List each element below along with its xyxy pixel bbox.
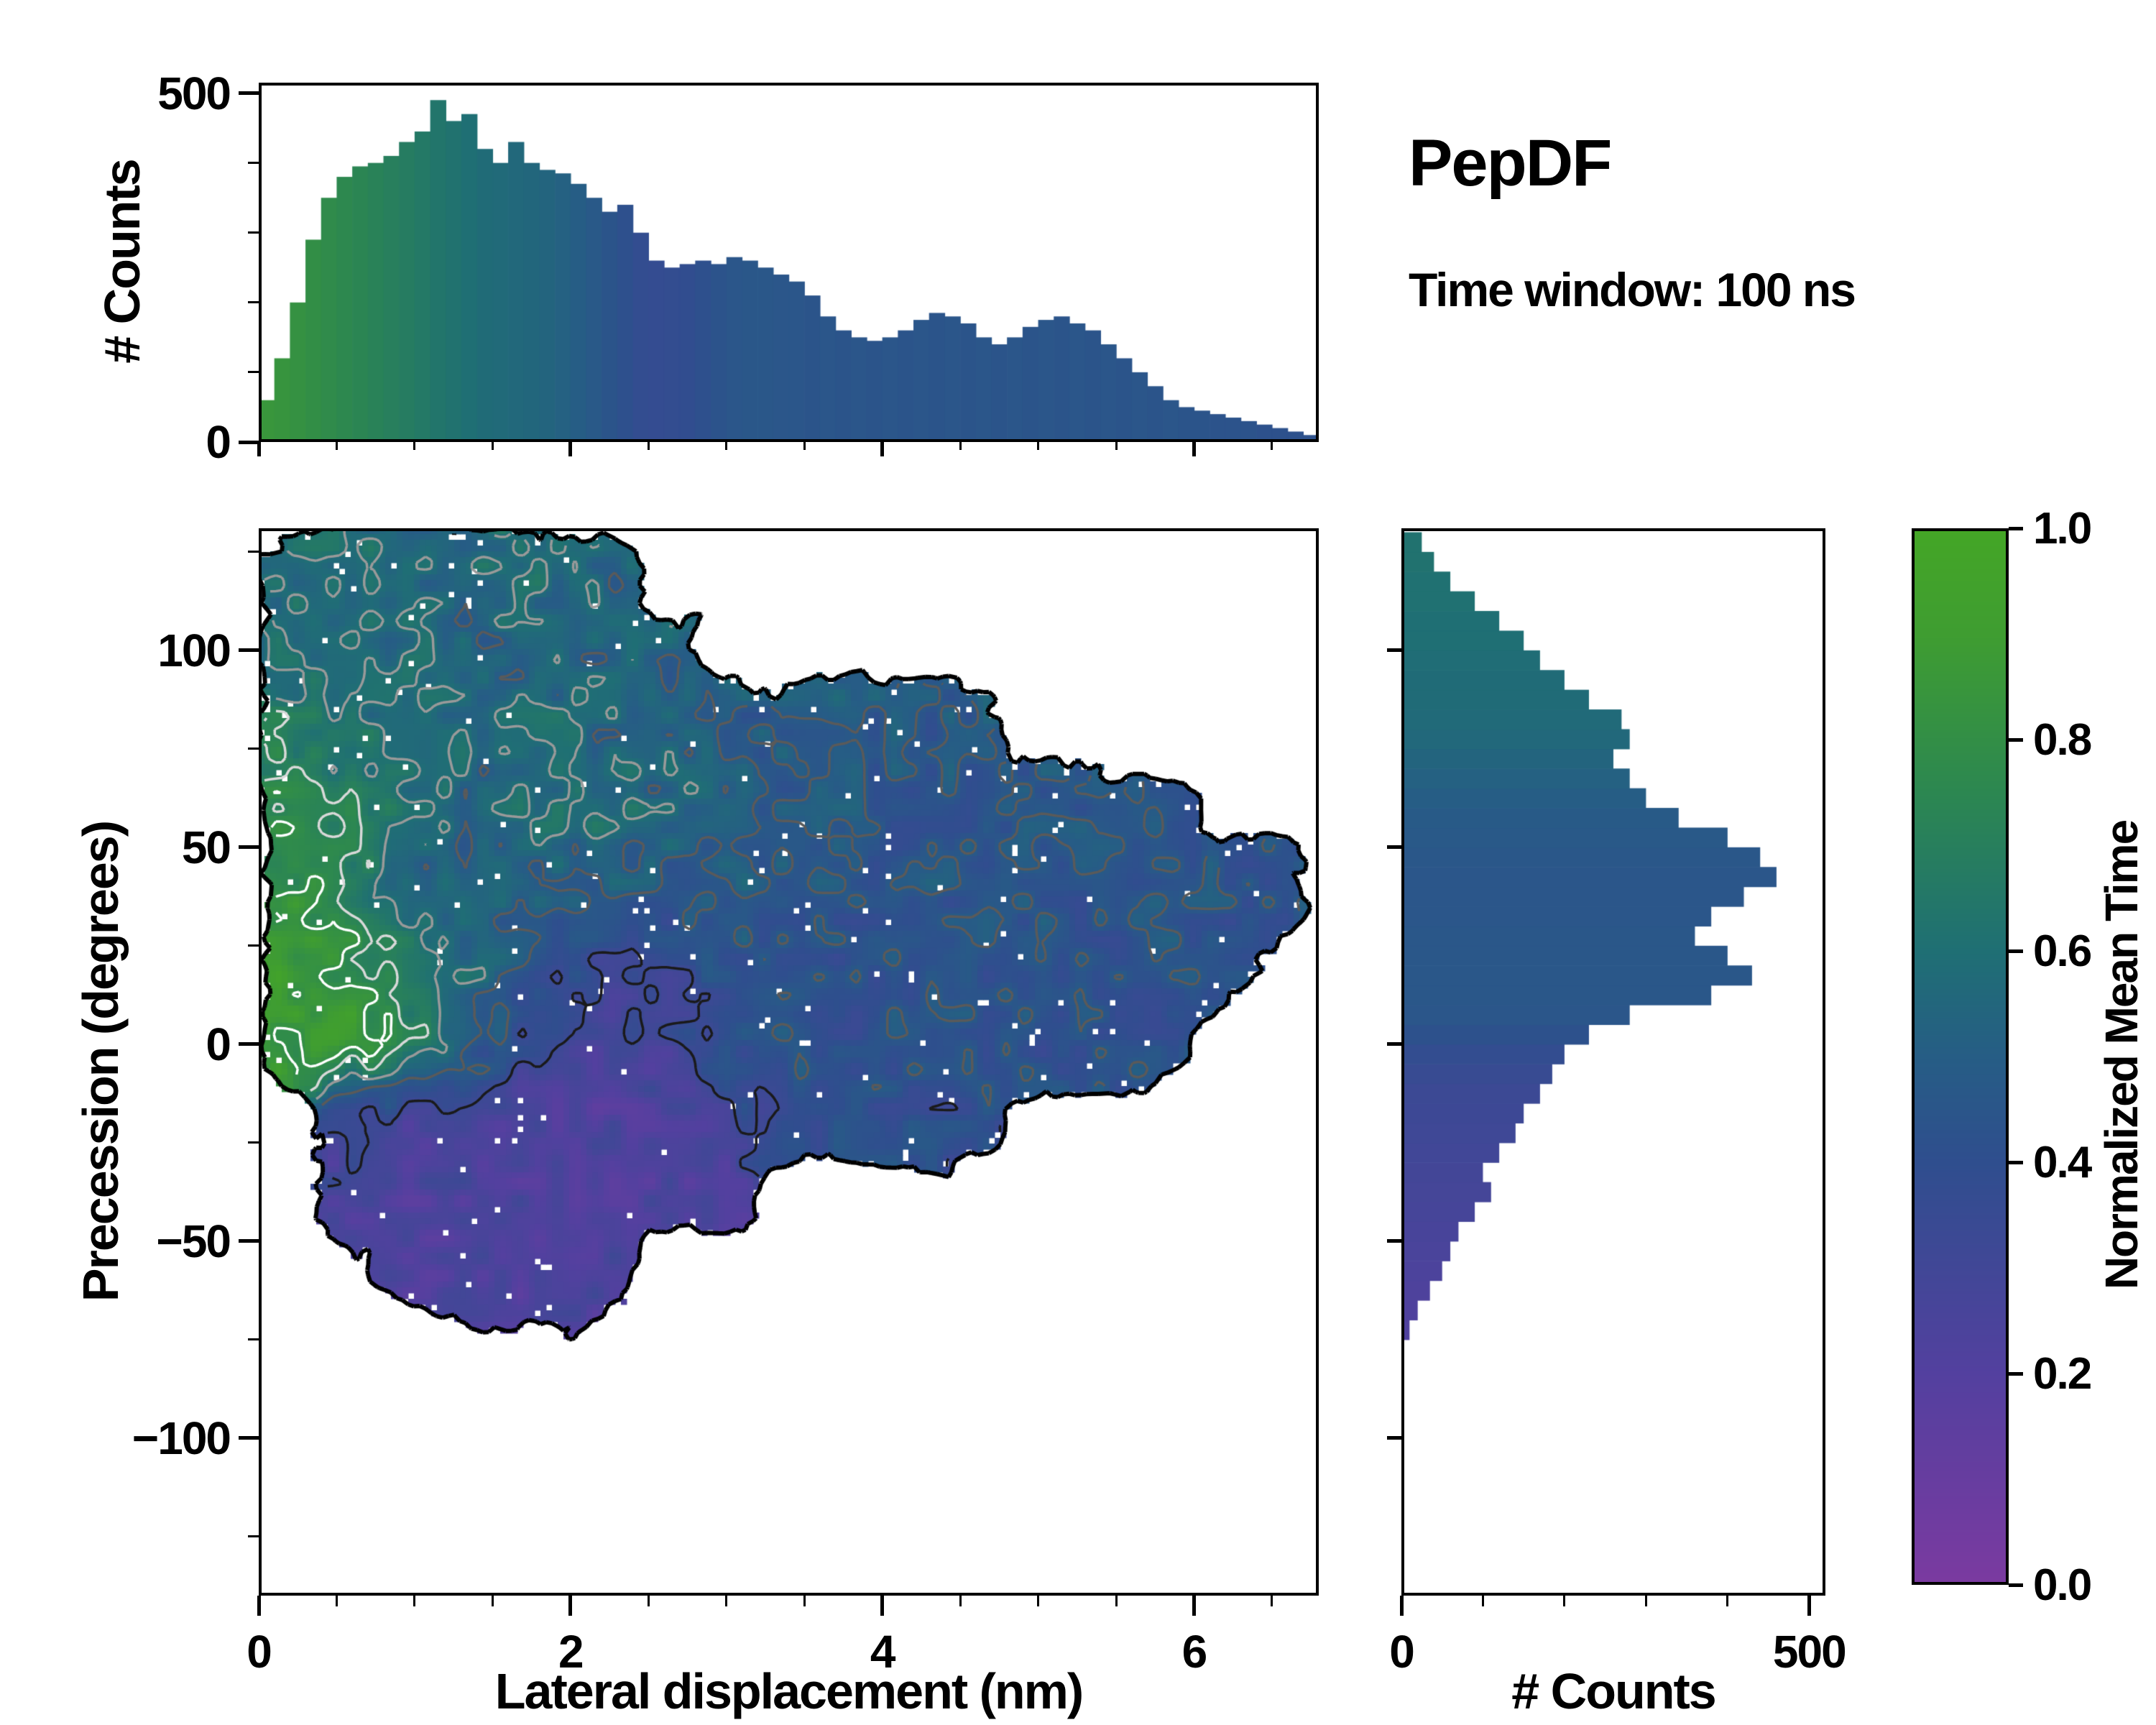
main-x-axis-label: Lateral displacement (nm) [494,1663,1084,1719]
main-y-minor-tick-mark [248,748,259,750]
top-y-tick-mark [239,440,259,444]
main-x-minor-tick-mark [647,1596,650,1606]
main-y-minor-tick-mark [248,1338,259,1341]
right-x-tick-label: 500 [1772,1626,1847,1678]
right-y-tick-mark [1387,1042,1401,1046]
colorbar-tick-label: 0.0 [2033,1560,2092,1610]
main-y-tick-label: −100 [132,1412,231,1464]
right-x-minor-tick-mark [1481,1596,1484,1606]
main-y-tick-mark [239,1436,259,1440]
colorbar-tick-label: 1.0 [2033,504,2092,553]
main-x-tick-label: 2 [558,1626,584,1678]
colorbar-tick-label: 0.2 [2033,1349,2092,1399]
main-y-tick-mark [239,1042,259,1046]
main-x-tick-mark [880,1596,885,1616]
main-y-tick-label: −50 [156,1215,231,1267]
main-x-minor-tick-mark [1271,1596,1273,1606]
main-x-tick-mark [568,1596,573,1616]
colorbar-tick-label: 0.4 [2033,1138,2092,1187]
top-x-minor-tick-mark [413,442,416,450]
main-y-minor-tick-mark [248,944,259,947]
joint-heatmap-canvas [259,528,1319,1596]
main-y-tick-label: 100 [157,624,231,676]
top-x-tick-mark [568,442,573,456]
main-x-tick-label: 4 [870,1626,896,1678]
main-y-tick-label: 0 [206,1018,231,1070]
colorbar-canvas [1912,528,2009,1585]
plot-title: PepDF [1409,126,1612,200]
colorbar-tick-mark [2009,737,2023,742]
main-x-minor-tick-mark [1037,1596,1040,1606]
top-x-minor-tick-mark [647,442,650,450]
top-x-minor-tick-mark [491,442,494,450]
top-x-tick-mark [257,442,261,456]
right-x-tick-label: 0 [1389,1626,1415,1678]
right-y-tick-mark [1387,845,1401,850]
colorbar-tick-mark [2009,1583,2023,1587]
right-y-tick-mark [1387,648,1401,653]
main-x-tick-mark [257,1596,261,1616]
top-x-minor-tick-mark [959,442,962,450]
main-y-minor-tick-mark [248,1141,259,1144]
main-x-minor-tick-mark [413,1596,416,1606]
main-x-minor-tick-mark [959,1596,962,1606]
right-x-minor-tick-mark [1726,1596,1729,1606]
top-x-tick-mark [880,442,885,456]
main-x-tick-label: 0 [247,1626,272,1678]
top-y-minor-tick-mark [248,371,259,374]
main-y-tick-mark [239,648,259,653]
right-x-minor-tick-mark [1644,1596,1647,1606]
colorbar-axis-label: Normalized Mean Time [2096,820,2147,1290]
colorbar-tick-mark [2009,949,2023,953]
main-x-minor-tick-mark [725,1596,728,1606]
top-y-minor-tick-mark [248,301,259,304]
top-x-tick-mark [1192,442,1196,456]
main-y-tick-mark [239,1239,259,1243]
main-x-tick-label: 6 [1181,1626,1208,1678]
main-y-tick-mark [239,845,259,850]
main-x-tick-mark [1192,1596,1196,1616]
main-x-minor-tick-mark [491,1596,494,1606]
main-y-minor-tick-mark [248,1535,259,1538]
top-y-minor-tick-mark [248,231,259,234]
top-x-minor-tick-mark [803,442,806,450]
colorbar-tick-mark [2009,1160,2023,1164]
top-histogram-canvas [259,83,1319,442]
plot-subtitle: Time window: 100 ns [1409,263,1856,316]
top-y-tick-mark [239,91,259,96]
right-histogram-canvas [1401,528,1825,1596]
colorbar-tick-mark [2009,526,2023,530]
right-y-tick-mark [1387,1436,1401,1440]
top-y-tick-label: 0 [206,416,231,468]
main-y-tick-label: 50 [181,821,231,873]
top-x-minor-tick-mark [1115,442,1118,450]
right-x-tick-mark [1807,1596,1811,1616]
top-y-tick-label: 500 [157,67,231,119]
main-x-minor-tick-mark [335,1596,338,1606]
main-x-minor-tick-mark [803,1596,806,1606]
colorbar-tick-label: 0.8 [2033,715,2092,765]
top-x-minor-tick-mark [335,442,338,450]
top-x-minor-tick-mark [725,442,728,450]
colorbar-tick-mark [2009,1371,2023,1376]
main-y-minor-tick-mark [248,551,259,553]
right-x-minor-tick-mark [1563,1596,1566,1606]
top-y-minor-tick-mark [248,162,259,165]
colorbar-tick-label: 0.6 [2033,926,2092,976]
top-x-minor-tick-mark [1037,442,1040,450]
right-x-tick-mark [1399,1596,1404,1616]
right-x-axis-label: # Counts [1511,1663,1716,1719]
top-x-minor-tick-mark [1271,442,1273,450]
main-x-minor-tick-mark [1115,1596,1118,1606]
right-y-tick-mark [1387,1239,1401,1243]
